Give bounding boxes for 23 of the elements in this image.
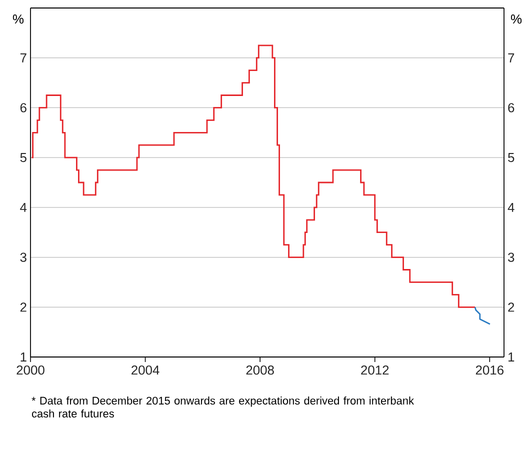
y2-tick-label: 4	[508, 202, 514, 212]
y2-axis-title: %	[510, 14, 522, 24]
y-tick-label: 4	[20, 202, 27, 212]
x-tick-label: 2016	[476, 365, 504, 375]
y-axis-title: %	[12, 14, 24, 24]
y2-tick-label: 1	[508, 352, 514, 362]
y2-tick-label: 6	[508, 103, 514, 112]
y-tick-label: 1	[20, 352, 26, 362]
y-tick-label: 7	[20, 53, 26, 62]
y-tick-label: 5	[20, 153, 26, 162]
y-tick-label: 2	[20, 302, 26, 312]
y2-tick-label: 3	[508, 252, 514, 262]
x-tick-label: 2004	[132, 365, 160, 375]
y2-tick-label: 5	[508, 153, 514, 162]
y2-tick-label: 7	[508, 53, 514, 62]
x-tick-label: 2000	[16, 365, 44, 375]
x-tick-label: 2008	[246, 365, 274, 375]
line-series	[474, 306, 491, 325]
x-tick-label: 2012	[361, 365, 389, 375]
y-tick-label: 6	[20, 103, 26, 112]
text: * Data from December 2015 onwards are expectations derived from interbank cash rate futures	[32, 396, 414, 418]
y2-tick-label: 2	[508, 302, 514, 312]
y-tick-label: 3	[20, 252, 26, 262]
